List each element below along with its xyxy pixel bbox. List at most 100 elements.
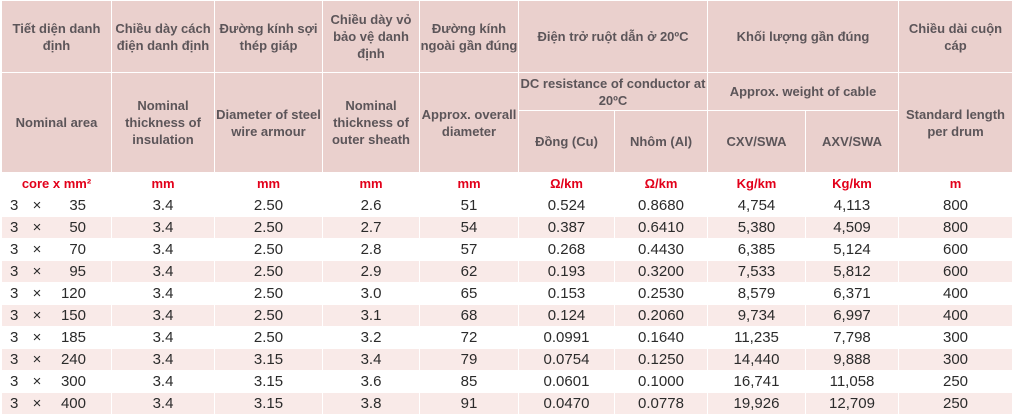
- cell-wire: 3.15: [214, 392, 323, 415]
- cell-diameter: 57: [419, 238, 519, 261]
- cell-resist-al: 0.2530: [614, 282, 708, 305]
- cell-area: 3 × 300: [1, 370, 112, 393]
- cell-diameter: 54: [419, 216, 519, 239]
- area-value: 150: [60, 306, 86, 324]
- cell-sheath: 3.2: [322, 326, 420, 349]
- times-sign: ×: [32, 372, 42, 390]
- core-count: 3: [10, 284, 19, 302]
- table-row: 3 × 50 3.4 2.50 2.7 54 0.387 0.6410 5,380 4,509 800: [1, 216, 1013, 239]
- cell-resist-cu: 0.0601: [518, 370, 615, 393]
- col5-vi-header: Đường kính ngoài gần đúng: [419, 0, 519, 73]
- area-value: 95: [69, 262, 86, 280]
- cell-weight-axv: 5,124: [805, 238, 899, 261]
- times-sign: ×: [32, 240, 42, 258]
- table-row: 3 × 95 3.4 2.50 2.9 62 0.193 0.3200 7,533 5,812 600: [1, 260, 1013, 283]
- cell-area: 3 × 240: [1, 348, 112, 371]
- table-row: 3 × 120 3.4 2.50 3.0 65 0.153 0.2530 8,579 6,371 40…: [1, 282, 1013, 305]
- times-sign: ×: [32, 284, 42, 302]
- cell-weight-cxv: 9,734: [707, 304, 806, 327]
- unit-resist-cu: Ω/km: [518, 172, 615, 195]
- unit-insulation: mm: [111, 172, 215, 195]
- cell-length: 300: [898, 326, 1013, 349]
- cell-sheath: 2.9: [322, 260, 420, 283]
- cell-insulation: 3.4: [111, 194, 215, 217]
- cell-weight-axv: 4,509: [805, 216, 899, 239]
- cell-resist-al: 0.0778: [614, 392, 708, 415]
- col3-vi-header: Đường kính sợi thép giáp: [214, 0, 323, 73]
- cell-weight-axv: 11,058: [805, 370, 899, 393]
- area-value: 70: [69, 240, 86, 258]
- cell-length: 250: [898, 370, 1013, 393]
- cell-insulation: 3.4: [111, 260, 215, 283]
- cell-weight-cxv: 8,579: [707, 282, 806, 305]
- area-value: 240: [60, 350, 86, 368]
- area-value: 400: [60, 394, 86, 412]
- cell-diameter: 85: [419, 370, 519, 393]
- cell-diameter: 68: [419, 304, 519, 327]
- col2-vi-header: Chiều dày cách điện danh định: [111, 0, 215, 73]
- cell-sheath: 3.4: [322, 348, 420, 371]
- table-row: 3 × 35 3.4 2.50 2.6 51 0.524 0.8680 4,754 4,113 800: [1, 194, 1013, 217]
- cell-area: 3 × 50: [1, 216, 112, 239]
- col4-en-header: Nominal thickness of outer sheath: [322, 72, 420, 173]
- core-count: 3: [10, 262, 19, 280]
- unit-length: m: [898, 172, 1013, 195]
- cell-insulation: 3.4: [111, 282, 215, 305]
- resist-cu-header: Đồng (Cu): [518, 110, 615, 173]
- cell-insulation: 3.4: [111, 238, 215, 261]
- table-row: 3 × 300 3.4 3.15 3.6 85 0.0601 0.1000 16,741 11,05…: [1, 370, 1013, 393]
- cell-weight-axv: 4,113: [805, 194, 899, 217]
- cell-weight-axv: 6,997: [805, 304, 899, 327]
- cell-resist-cu: 0.387: [518, 216, 615, 239]
- unit-wire: mm: [214, 172, 323, 195]
- length-en-header: Standard length per drum: [898, 72, 1013, 173]
- cell-wire: 3.15: [214, 370, 323, 393]
- cell-resist-cu: 0.153: [518, 282, 615, 305]
- cell-resist-al: 0.1250: [614, 348, 708, 371]
- col2-en-header: Nominal thickness of insulation: [111, 72, 215, 173]
- cell-wire: 2.50: [214, 260, 323, 283]
- core-count: 3: [10, 306, 19, 324]
- cell-resist-al: 0.1000: [614, 370, 708, 393]
- col1-en-header: Nominal area: [1, 72, 112, 173]
- resist-al-header: Nhôm (Al): [614, 110, 708, 173]
- weight-vi-header: Khối lượng gần đúng: [707, 0, 899, 73]
- unit-sheath: mm: [322, 172, 420, 195]
- cell-resist-cu: 0.0991: [518, 326, 615, 349]
- times-sign: ×: [32, 328, 42, 346]
- table-body: 3 × 35 3.4 2.50 2.6 51 0.524 0.8680 4,754 4,113 800…: [1, 194, 1013, 415]
- cell-diameter: 62: [419, 260, 519, 283]
- cell-wire: 2.50: [214, 238, 323, 261]
- cell-insulation: 3.4: [111, 370, 215, 393]
- cell-length: 400: [898, 304, 1013, 327]
- core-count: 3: [10, 218, 19, 236]
- cell-weight-cxv: 6,385: [707, 238, 806, 261]
- unit-weight-axv: Kg/km: [805, 172, 899, 195]
- times-sign: ×: [32, 306, 42, 324]
- times-sign: ×: [32, 262, 42, 280]
- cell-wire: 2.50: [214, 304, 323, 327]
- cell-weight-cxv: 19,926: [707, 392, 806, 415]
- cell-weight-cxv: 5,380: [707, 216, 806, 239]
- weight-axv-header: AXV/SWA: [805, 110, 899, 173]
- col4-vi-header: Chiều dày vỏ bảo vệ danh định: [322, 0, 420, 73]
- cell-insulation: 3.4: [111, 326, 215, 349]
- resist-en-header: DC resistance of conductor at 20ºC: [518, 72, 708, 111]
- cell-sheath: 3.6: [322, 370, 420, 393]
- col1-vi-header: Tiết diện danh định: [1, 0, 112, 73]
- unit-area: core x mm²: [1, 172, 112, 195]
- cell-resist-al: 0.4430: [614, 238, 708, 261]
- col5-en-header: Approx. overall diameter: [419, 72, 519, 173]
- times-sign: ×: [32, 350, 42, 368]
- cell-resist-al: 0.2060: [614, 304, 708, 327]
- cell-wire: 2.50: [214, 216, 323, 239]
- cell-resist-al: 0.6410: [614, 216, 708, 239]
- col3-en-header: Diameter of steel wire armour: [214, 72, 323, 173]
- cell-wire: 3.15: [214, 348, 323, 371]
- unit-diameter: mm: [419, 172, 519, 195]
- cell-resist-al: 0.3200: [614, 260, 708, 283]
- cell-weight-cxv: 7,533: [707, 260, 806, 283]
- cell-length: 600: [898, 260, 1013, 283]
- cell-length: 300: [898, 348, 1013, 371]
- core-count: 3: [10, 328, 19, 346]
